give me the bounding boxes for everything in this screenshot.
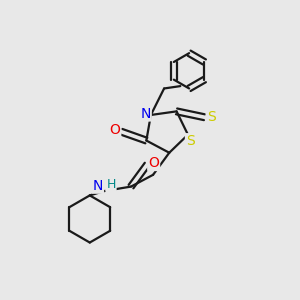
Text: O: O — [110, 123, 120, 137]
Text: O: O — [148, 156, 159, 170]
Text: H: H — [106, 178, 116, 191]
Text: N: N — [140, 106, 151, 121]
Text: S: S — [186, 134, 195, 148]
Text: S: S — [207, 110, 215, 124]
Text: N: N — [93, 179, 103, 193]
